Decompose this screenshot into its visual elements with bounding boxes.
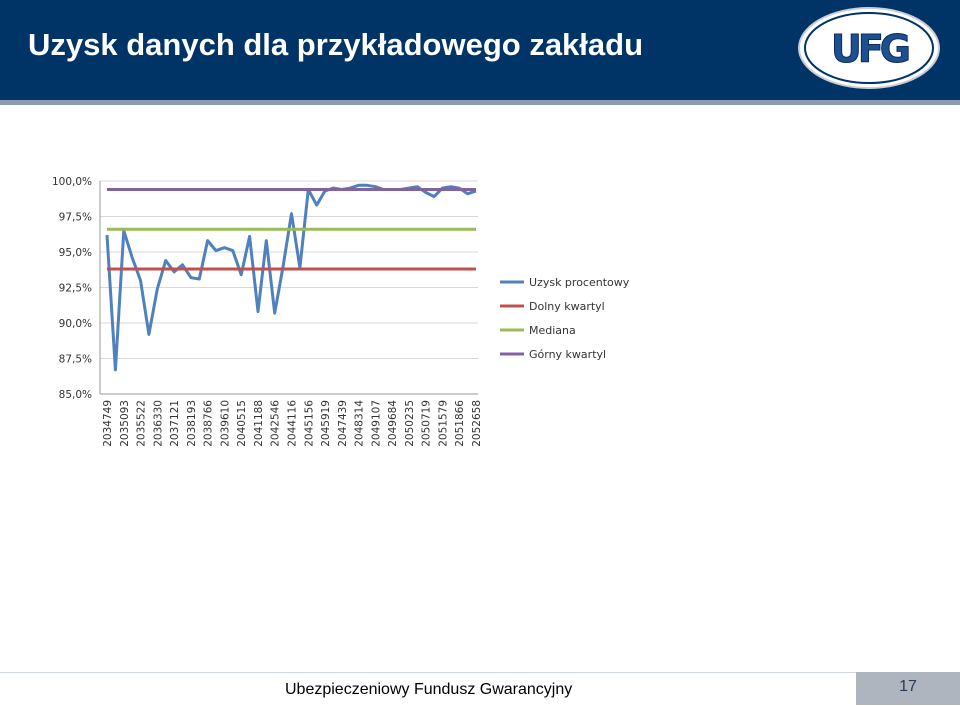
y-tick-label: 87,5% bbox=[59, 354, 92, 366]
gridlines bbox=[99, 180, 478, 395]
footer-organization: Ubezpieczeniowy Fundusz Gwarancyjny bbox=[285, 681, 573, 698]
series-line-1 bbox=[105, 183, 477, 372]
legend-label: Górny kwartyl bbox=[529, 348, 606, 361]
x-tick-label: 2045919 bbox=[320, 400, 332, 447]
x-tick-label: 2036330 bbox=[152, 400, 164, 447]
slide-footer: Ubezpieczeniowy Fundusz Gwarancyjny 17 bbox=[0, 672, 960, 706]
yield-chart: 100,0% 97,5% 95,0% 92,5% 90,0% 87,5% 85,0% 203… bbox=[52, 176, 630, 447]
x-tick-label: 2049684 bbox=[387, 400, 399, 447]
header-divider bbox=[0, 100, 960, 105]
page-number-box: 17 bbox=[856, 672, 960, 705]
x-tick-label: 2040515 bbox=[236, 400, 248, 447]
legend-label: Mediana bbox=[529, 324, 576, 337]
legend-label: Uzysk procentowy bbox=[529, 276, 630, 289]
x-tick-label: 2039610 bbox=[219, 400, 231, 447]
x-tick-label: 2051579 bbox=[437, 400, 449, 447]
x-tick-label: 2035522 bbox=[136, 400, 148, 447]
x-axis-ticks: 2034749 2035093 2035522 2036330 2037121 20381… bbox=[102, 400, 483, 447]
y-tick-label: 95,0% bbox=[59, 247, 92, 259]
x-tick-label: 2041188 bbox=[253, 400, 265, 447]
x-tick-label: 2047439 bbox=[337, 400, 349, 447]
ufg-logo: UFG bbox=[798, 7, 940, 89]
x-tick-label: 2049107 bbox=[370, 400, 382, 447]
svg-text:UFG: UFG bbox=[831, 27, 909, 71]
x-tick-label: 2042546 bbox=[270, 400, 282, 447]
y-axis-ticks: 100,0% 97,5% 95,0% 92,5% 90,0% 87,5% 85,0% bbox=[52, 176, 92, 401]
y-tick-label: 92,5% bbox=[59, 283, 92, 295]
x-tick-label: 2038193 bbox=[186, 400, 198, 447]
series-lines bbox=[105, 183, 477, 372]
y-tick-label: 90,0% bbox=[59, 318, 92, 330]
slide-title: Uzysk danych dla przykładowego zakładu bbox=[28, 27, 644, 62]
footer-bar: Ubezpieczeniowy Fundusz Gwarancyjny bbox=[0, 672, 856, 706]
y-tick-label: 97,5% bbox=[59, 212, 92, 224]
x-tick-label: 2045156 bbox=[303, 400, 315, 447]
x-tick-label: 2044116 bbox=[287, 400, 299, 447]
chart-legend: Uzysk procentowy Dolny kwartyl Mediana Górn… bbox=[500, 276, 630, 361]
x-tick-label: 2050235 bbox=[404, 400, 416, 447]
y-tick-label: 85,0% bbox=[59, 389, 92, 401]
x-tick-label: 2035093 bbox=[119, 400, 131, 447]
y-tick-label: 100,0% bbox=[52, 176, 92, 188]
legend-label: Dolny kwartyl bbox=[529, 300, 605, 313]
x-tick-label: 2037121 bbox=[169, 400, 181, 447]
x-tick-label: 2052658 bbox=[471, 400, 483, 447]
x-tick-label: 2048314 bbox=[354, 400, 366, 447]
x-tick-label: 2038766 bbox=[203, 400, 215, 447]
x-tick-label: 2034749 bbox=[102, 400, 114, 447]
x-tick-label: 2050719 bbox=[421, 400, 433, 447]
x-tick-label: 2051866 bbox=[454, 400, 466, 447]
page-number: 17 bbox=[899, 678, 917, 695]
